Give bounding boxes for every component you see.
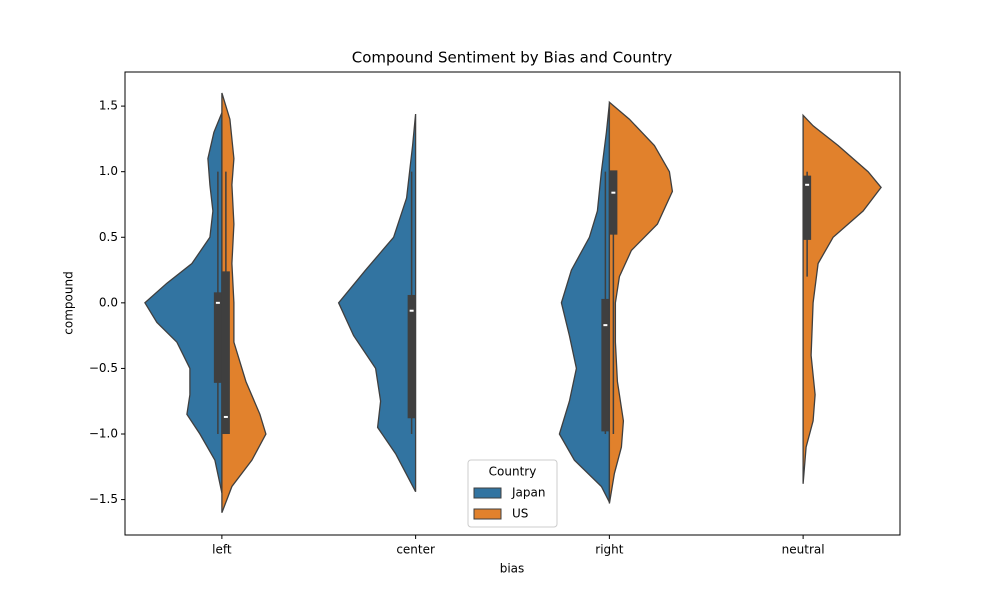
- y-tick-label: −1.0: [89, 427, 118, 441]
- x-tick-label: neutral: [782, 543, 825, 557]
- x-tick-label: left: [212, 543, 232, 557]
- box: [407, 294, 416, 419]
- violin-half: [144, 112, 223, 494]
- y-tick-label: −1.5: [89, 492, 118, 506]
- violin-half: [558, 103, 611, 503]
- legend-title: Country: [489, 465, 537, 479]
- y-tick-label: 0.0: [99, 295, 118, 309]
- box: [601, 298, 610, 432]
- x-tick-label: right: [595, 543, 623, 557]
- legend-swatch: [473, 508, 502, 520]
- y-tick-label: 1.0: [99, 164, 118, 178]
- y-axis-label: compound: [62, 271, 76, 334]
- box: [213, 292, 222, 383]
- axes-frame: [124, 71, 901, 536]
- y-tick-label: 0.5: [99, 230, 118, 244]
- violin-half: [337, 113, 417, 493]
- violin-half: [221, 92, 267, 513]
- plot-area: −1.5 −1.0 −0.5 0.0 0.5 1.0 1.5 left center right n…: [89, 92, 882, 557]
- box: [609, 170, 618, 235]
- chart-title: Compound Sentiment by Bias and Country: [352, 49, 673, 67]
- x-tick-label: center: [396, 543, 435, 557]
- legend-label: US: [512, 507, 528, 521]
- violin-half: [608, 100, 674, 504]
- legend-swatch: [473, 487, 502, 499]
- box: [803, 175, 812, 240]
- violin-half: [802, 113, 882, 484]
- x-axis-label: bias: [500, 562, 525, 576]
- box: [221, 271, 230, 435]
- y-tick-label: 1.5: [99, 99, 118, 113]
- legend: Country Japan US: [467, 459, 558, 528]
- y-tick-label: −0.5: [89, 361, 118, 375]
- legend-label: Japan: [511, 486, 545, 500]
